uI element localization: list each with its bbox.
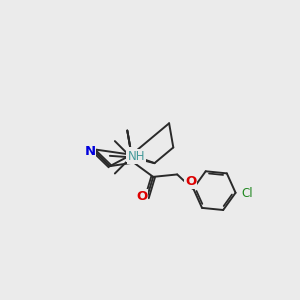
- Text: S: S: [127, 148, 136, 161]
- Text: O: O: [136, 190, 147, 203]
- Text: Cl: Cl: [241, 188, 253, 200]
- Text: O: O: [185, 176, 196, 188]
- Text: NH: NH: [128, 150, 146, 163]
- Text: N: N: [84, 145, 95, 158]
